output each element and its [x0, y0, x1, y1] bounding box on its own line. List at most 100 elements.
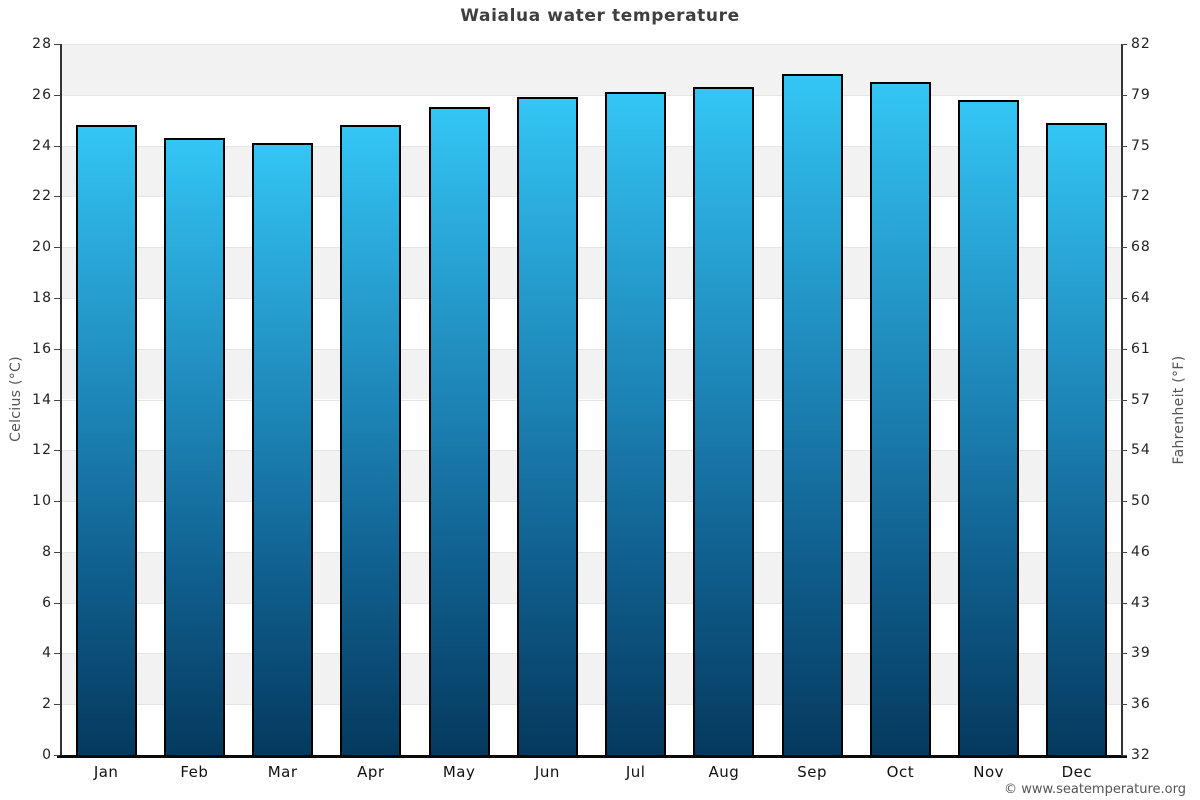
- plot-band: [62, 196, 1121, 248]
- y-tick-label-celsius-26: 26: [32, 86, 52, 103]
- gridline: [62, 551, 1121, 553]
- right-axis-tick-mark: [1121, 653, 1127, 655]
- right-axis-tick-mark: [1121, 348, 1127, 350]
- plot-area: [62, 44, 1121, 755]
- y-tick-label-fahrenheit-68: 68: [1131, 239, 1151, 256]
- y-tick-label-fahrenheit-39: 39: [1131, 645, 1151, 662]
- left-axis-tick-mark: [54, 602, 60, 604]
- left-axis-tick-mark: [54, 297, 60, 299]
- y-tick-label-fahrenheit-75: 75: [1131, 137, 1151, 154]
- bar-nov[interactable]: [958, 99, 1020, 755]
- gridline: [62, 653, 1121, 655]
- y-tick-label-celsius-28: 28: [32, 36, 52, 52]
- y-tick-label-celsius-20: 20: [32, 239, 52, 256]
- watermark-text: © www.seatemperature.org: [1004, 782, 1186, 797]
- gridline: [62, 348, 1121, 350]
- y-tick-label-celsius-10: 10: [32, 493, 52, 510]
- left-axis-tick-mark: [54, 44, 60, 45]
- bar-may[interactable]: [428, 107, 490, 755]
- left-axis-tick-mark: [54, 247, 60, 249]
- x-axis-line: [57, 755, 1127, 758]
- y-tick-label-celsius-16: 16: [32, 340, 52, 357]
- bar-sep[interactable]: [781, 74, 843, 755]
- left-axis-tick-mark: [54, 755, 60, 756]
- bar-feb[interactable]: [163, 137, 225, 755]
- y-tick-label-fahrenheit-50: 50: [1131, 493, 1151, 510]
- y-tick-label-fahrenheit-46: 46: [1131, 543, 1151, 560]
- y-tick-label-celsius-24: 24: [32, 137, 52, 154]
- right-axis-tick-mark: [1121, 44, 1127, 45]
- left-axis-tick-mark: [54, 348, 60, 350]
- bar-jan[interactable]: [75, 125, 137, 755]
- chart-title: Waialua water temperature: [460, 6, 740, 26]
- x-tick-label-sep: Sep: [797, 763, 828, 781]
- plot-band: [62, 653, 1121, 705]
- bar-jun[interactable]: [516, 97, 578, 755]
- plot-band: [62, 297, 1121, 349]
- left-axis-tick-mark: [54, 704, 60, 706]
- y-tick-label-fahrenheit-54: 54: [1131, 442, 1151, 459]
- x-tick-label-feb: Feb: [180, 763, 209, 781]
- gridline: [62, 44, 1121, 45]
- gridline: [62, 501, 1121, 503]
- right-axis-tick-mark: [1121, 196, 1127, 198]
- right-axis-tick-mark: [1121, 450, 1127, 452]
- bar-mar[interactable]: [252, 143, 314, 755]
- bar-aug[interactable]: [693, 87, 755, 755]
- left-axis-tick-mark: [54, 653, 60, 655]
- right-axis-tick-mark: [1121, 551, 1127, 553]
- left-axis-tick-mark: [54, 450, 60, 452]
- left-axis-tick-mark: [54, 196, 60, 198]
- bar-apr[interactable]: [340, 125, 402, 755]
- y-tick-label-fahrenheit-79: 79: [1131, 86, 1151, 103]
- right-axis-tick-mark: [1121, 297, 1127, 299]
- x-tick-label-jul: Jul: [625, 763, 646, 781]
- plot-band: [62, 501, 1121, 552]
- x-tick-label-nov: Nov: [973, 763, 1005, 781]
- gridline: [62, 196, 1121, 198]
- gridline: [62, 145, 1121, 147]
- y-tick-label-fahrenheit-57: 57: [1131, 391, 1151, 408]
- plot-band: [62, 44, 1121, 95]
- x-tick-label-aug: Aug: [708, 763, 740, 781]
- plot-band: [62, 348, 1121, 400]
- y-tick-label-celsius-18: 18: [32, 289, 52, 306]
- bar-oct[interactable]: [869, 82, 931, 755]
- y-tick-label-celsius-6: 6: [42, 594, 52, 611]
- x-tick-label-jun: Jun: [534, 763, 560, 781]
- y-tick-label-fahrenheit-64: 64: [1131, 289, 1151, 306]
- right-axis-tick-mark: [1121, 602, 1127, 604]
- left-axis-tick-mark: [54, 551, 60, 553]
- x-tick-label-oct: Oct: [886, 763, 915, 781]
- left-y-axis-line: [60, 44, 62, 756]
- gridline: [62, 297, 1121, 299]
- bar-dec[interactable]: [1046, 122, 1108, 755]
- y-tick-label-fahrenheit-32: 32: [1131, 747, 1151, 763]
- plot-band: [62, 399, 1121, 451]
- plot-band: [62, 450, 1121, 502]
- gridline: [62, 399, 1121, 401]
- y-tick-label-celsius-2: 2: [42, 696, 52, 713]
- y-tick-label-fahrenheit-72: 72: [1131, 188, 1151, 205]
- y-tick-label-celsius-22: 22: [32, 188, 52, 205]
- bar-jul[interactable]: [605, 92, 667, 755]
- x-tick-label-mar: Mar: [267, 763, 298, 781]
- gridline: [62, 602, 1121, 604]
- left-axis-tick-mark: [54, 501, 60, 503]
- right-axis-tick-mark: [1121, 399, 1127, 401]
- y-tick-label-fahrenheit-36: 36: [1131, 696, 1151, 713]
- left-axis-tick-mark: [54, 399, 60, 401]
- gridline: [62, 704, 1121, 706]
- y-tick-label-fahrenheit-43: 43: [1131, 594, 1151, 611]
- gridline: [62, 247, 1121, 249]
- y-tick-label-celsius-12: 12: [32, 442, 52, 459]
- x-tick-label-jan: Jan: [93, 763, 119, 781]
- x-tick-label-apr: Apr: [357, 763, 385, 781]
- y-tick-label-fahrenheit-61: 61: [1131, 340, 1151, 357]
- right-axis-tick-mark: [1121, 704, 1127, 706]
- plot-band: [62, 704, 1121, 755]
- plot-band: [62, 247, 1121, 298]
- right-axis-tick-mark: [1121, 755, 1127, 756]
- gridline: [62, 94, 1121, 96]
